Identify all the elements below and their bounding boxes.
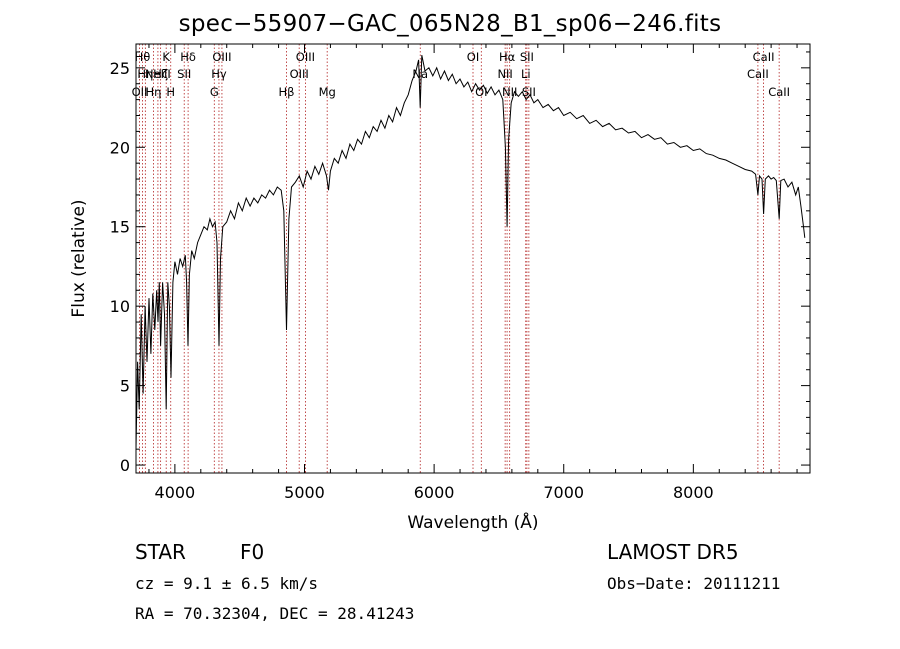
y-tick-label-25: 25 bbox=[110, 59, 130, 78]
x-tick-label-4000: 4000 bbox=[155, 483, 196, 502]
line-label-NII: NII bbox=[497, 67, 512, 81]
x-tick-label-6000: 6000 bbox=[414, 483, 455, 502]
line-label-OIII: OIII bbox=[296, 50, 315, 64]
chart-title: spec−55907−GAC_065N28_B1_sp06−246.fits bbox=[178, 11, 722, 37]
x-tick-label-8000: 8000 bbox=[673, 483, 714, 502]
spectral-line-labels: OIIHθHηHηNeIIIHζKHHδSIIGHγOIIIHβOIIIOIII… bbox=[132, 50, 791, 99]
line-label-SII: SII bbox=[522, 85, 536, 99]
x-axis-ticks: 4000 5000 6000 7000 8000 bbox=[148, 44, 798, 502]
line-label-Hα: Hα bbox=[499, 50, 516, 64]
line-label-Li: Li bbox=[521, 67, 531, 81]
line-label-Hγ: Hγ bbox=[211, 67, 227, 81]
y-axis-label: Flux (relative) bbox=[69, 199, 89, 317]
x-tick-label-5000: 5000 bbox=[284, 483, 325, 502]
line-label-G: G bbox=[210, 85, 219, 99]
spectrum-line bbox=[135, 55, 806, 450]
y-tick-label-0: 0 bbox=[120, 456, 130, 475]
line-label-Hζ: Hζ bbox=[153, 67, 168, 81]
line-label-Hβ: Hβ bbox=[278, 85, 294, 99]
line-label-OIII: OIII bbox=[212, 50, 231, 64]
observation-date: Obs−Date: 20111211 bbox=[607, 574, 781, 593]
coordinates: RA = 70.32304, DEC = 28.41243 bbox=[135, 604, 415, 623]
line-label-SII: SII bbox=[177, 67, 191, 81]
survey-name: LAMOST DR5 bbox=[607, 540, 739, 564]
line-label-OIII: OIII bbox=[290, 67, 309, 81]
line-label-K: K bbox=[162, 50, 170, 64]
line-label-Hη: Hη bbox=[146, 85, 162, 99]
line-label-Hη: Hη bbox=[137, 67, 153, 81]
x-tick-label-7000: 7000 bbox=[543, 483, 584, 502]
spectral-line-markers bbox=[139, 44, 780, 473]
line-label-H: H bbox=[166, 85, 175, 99]
y-tick-label-5: 5 bbox=[120, 377, 130, 396]
y-axis-ticks: 0 5 10 15 20 25 bbox=[110, 51, 810, 475]
object-class: STAR bbox=[135, 540, 186, 564]
line-label-Mg: Mg bbox=[319, 85, 336, 99]
line-label-Hθ: Hθ bbox=[135, 50, 151, 64]
object-subclass: F0 bbox=[240, 540, 265, 564]
y-tick-label-20: 20 bbox=[110, 138, 130, 157]
y-tick-label-15: 15 bbox=[110, 218, 130, 237]
line-label-CaII: CaII bbox=[753, 50, 775, 64]
y-tick-label-10: 10 bbox=[110, 297, 130, 316]
line-label-Hδ: Hδ bbox=[180, 50, 196, 64]
line-label-NeIII: NeIII bbox=[145, 67, 171, 81]
x-axis-label: Wavelength (Å) bbox=[407, 511, 538, 533]
line-label-OI: OI bbox=[467, 50, 479, 64]
line-label-CaII: CaII bbox=[768, 85, 790, 99]
redshift-velocity: cz = 9.1 ± 6.5 km/s bbox=[135, 574, 319, 593]
line-label-CaII: CaII bbox=[747, 67, 769, 81]
line-label-SII: SII bbox=[520, 50, 534, 64]
